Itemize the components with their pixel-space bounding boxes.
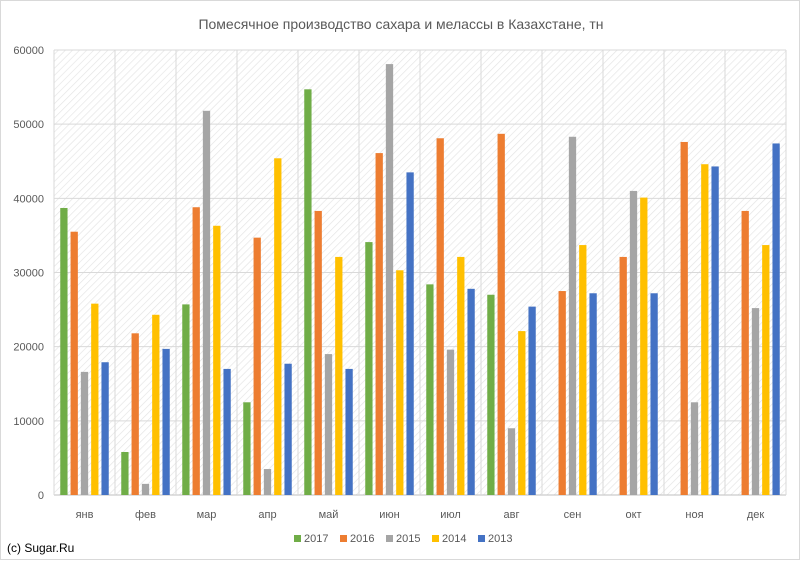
bars (60, 64, 780, 496)
bar-2014-4 (335, 256, 343, 495)
bar-2013-8 (589, 293, 597, 495)
bar-2016-5 (375, 153, 383, 495)
legend-label-2016: 2016 (350, 533, 374, 545)
x-tick-label: авг (504, 509, 520, 521)
x-tick-label: июн (379, 509, 399, 521)
legend-swatch-2013 (478, 535, 485, 542)
legend-label-2015: 2015 (396, 533, 420, 545)
bar-2016-6 (436, 138, 444, 495)
bar-2014-7 (518, 331, 526, 495)
bar-2016-4 (314, 210, 322, 496)
bar-2014-1 (152, 314, 160, 495)
bar-2014-6 (457, 256, 465, 495)
bar-2016-3 (253, 237, 261, 495)
bar-2017-1 (121, 451, 129, 495)
bar-2013-3 (284, 363, 292, 495)
credit-text: (c) Sugar.Ru (7, 541, 74, 555)
x-tick-label: июл (440, 509, 461, 521)
bar-2015-10 (690, 402, 699, 495)
bar-2016-1 (131, 333, 139, 495)
bar-2015-3 (263, 469, 272, 495)
bar-2016-9 (619, 256, 627, 495)
gridlines (53, 49, 787, 496)
bar-2013-1 (162, 348, 170, 495)
x-tick-label: сен (564, 509, 582, 521)
legend-label-2014: 2014 (442, 533, 466, 545)
y-tick-label: 50000 (13, 119, 44, 131)
y-tick-label: 10000 (13, 416, 44, 428)
x-tick-label: май (319, 509, 339, 521)
x-tick-label: мар (197, 509, 217, 521)
x-tick-label: апр (258, 509, 276, 521)
bar-2015-1 (141, 483, 150, 495)
bar-2014-11 (762, 245, 770, 495)
bar-2015-0 (80, 371, 89, 495)
bar-2016-7 (497, 133, 505, 495)
bar-2014-9 (640, 197, 648, 495)
legend-swatch-2015 (386, 535, 393, 542)
bar-2013-0 (101, 362, 109, 495)
bar-2014-2 (213, 225, 221, 495)
bar-2014-3 (274, 158, 282, 496)
bar-2016-10 (680, 141, 688, 495)
bar-2015-9 (629, 190, 638, 495)
bar-2015-4 (324, 354, 333, 495)
bar-2013-10 (711, 166, 719, 496)
bar-2015-5 (385, 64, 394, 495)
bar-2014-5 (396, 270, 404, 495)
legend-label-2013: 2013 (488, 533, 512, 545)
y-tick-label: 20000 (13, 342, 44, 354)
bar-2017-5 (365, 242, 373, 495)
bar-2017-3 (243, 402, 251, 495)
bar-2015-7 (507, 428, 516, 495)
y-axis-ticks: 0 10000 20000 30000 40000 50000 60000 (13, 45, 44, 502)
legend-swatch-2017 (294, 535, 301, 542)
bar-2017-7 (487, 294, 495, 495)
chart-title: Помесячное производство сахара и мелассы… (198, 16, 603, 32)
bar-2014-8 (579, 245, 587, 495)
x-tick-label: янв (76, 509, 94, 521)
bar-2013-7 (528, 306, 536, 495)
bar-2013-2 (223, 368, 231, 495)
legend-swatch-2014 (432, 535, 439, 542)
bar-2013-4 (345, 368, 353, 495)
bar-2013-11 (772, 143, 780, 495)
x-tick-label: дек (747, 509, 765, 521)
bar-2013-6 (467, 288, 475, 495)
bar-2015-8 (568, 136, 577, 495)
bar-2017-0 (60, 207, 68, 495)
y-tick-label: 60000 (13, 45, 44, 57)
bar-2017-6 (426, 284, 434, 495)
y-tick-label: 0 (38, 490, 44, 502)
bar-2016-8 (558, 291, 566, 495)
legend-swatch-2016 (340, 535, 347, 542)
legend: 2017 2016 2015 2014 2013 (294, 533, 512, 545)
bar-2017-4 (304, 89, 312, 495)
bar-2016-11 (741, 210, 749, 496)
y-tick-label: 30000 (13, 268, 44, 280)
bar-2013-9 (650, 293, 658, 495)
bar-2016-2 (192, 207, 200, 495)
bar-2014-10 (701, 164, 709, 495)
bar-2017-2 (182, 304, 190, 495)
y-tick-label: 40000 (13, 193, 44, 205)
x-tick-label: фев (135, 509, 156, 521)
bar-2015-11 (751, 308, 760, 495)
legend-label-2017: 2017 (304, 533, 328, 545)
bar-2013-5 (406, 172, 414, 495)
x-tick-label: окт (625, 509, 641, 521)
x-tick-label: ноя (685, 509, 703, 521)
x-axis-ticks: янв фев мар апр май июн июл авг сен окт ноя дек (76, 509, 765, 521)
bar-2015-6 (446, 349, 455, 495)
bar-2014-0 (91, 303, 99, 495)
bar-2016-0 (70, 231, 78, 496)
bar-2015-2 (202, 110, 211, 496)
